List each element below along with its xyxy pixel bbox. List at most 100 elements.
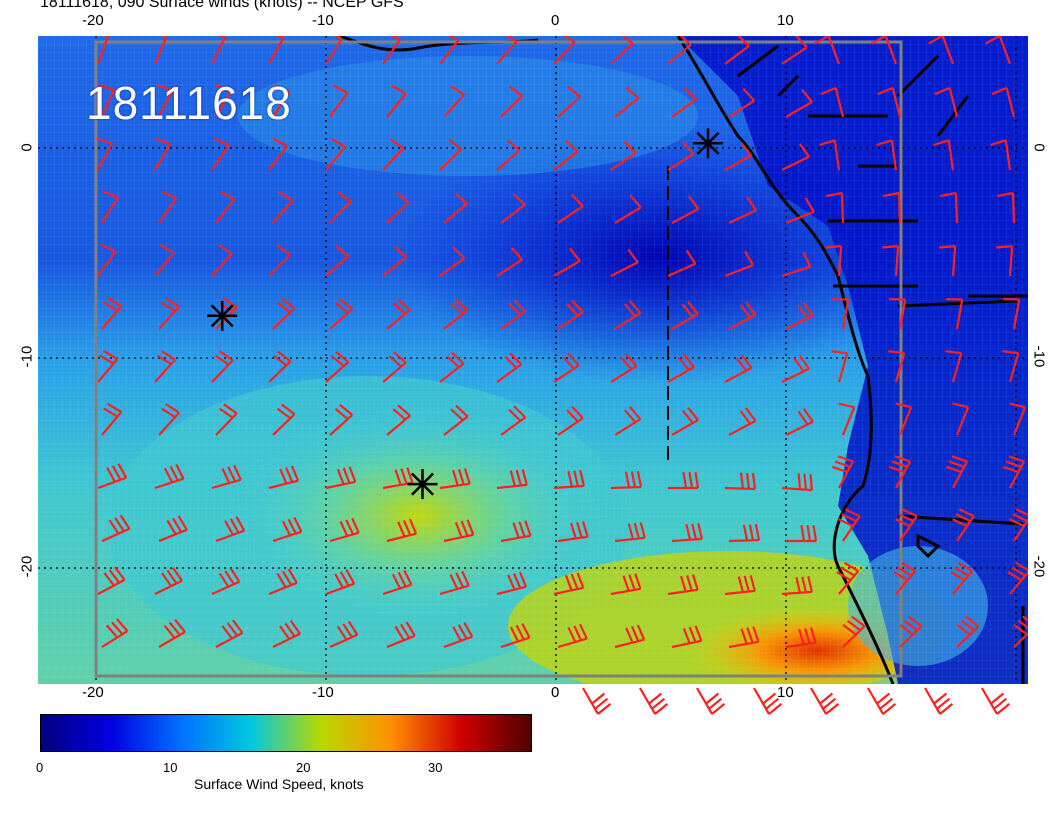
wind-barb [496, 139, 521, 171]
wind-barb [386, 298, 411, 330]
wind-barb [439, 351, 465, 383]
storm-marker [693, 128, 723, 159]
wind-barb [728, 196, 758, 224]
wind-barb [1009, 402, 1027, 436]
wind-barb [991, 86, 1016, 118]
wind-barb [724, 36, 750, 65]
wind-barb [439, 138, 463, 171]
wind-barb [671, 195, 700, 224]
wind-barb [614, 194, 642, 224]
wind-barb [268, 350, 292, 383]
wind-barb [553, 352, 580, 383]
wind-barb [1009, 508, 1028, 542]
wind-barb [215, 84, 232, 118]
wind-barb [832, 298, 850, 330]
wind-barb [443, 298, 469, 330]
wind-barb [386, 621, 416, 649]
colorbar-label: Surface Wind Speed, knots [194, 776, 364, 792]
wind-barb [325, 466, 357, 490]
wind-barb [553, 572, 585, 596]
wind-barb [211, 350, 234, 383]
wind-barb [895, 402, 913, 436]
wind-barb [610, 470, 643, 490]
wind-barb [496, 247, 524, 277]
wind-barb [268, 244, 291, 277]
wind-barb [781, 473, 813, 492]
wind-barb [889, 298, 907, 330]
lat-tick-left-2: -10 [18, 345, 36, 368]
storm-marker [407, 469, 438, 500]
wind-barb [877, 86, 902, 118]
lon-tick-top-1: -20 [82, 12, 104, 29]
wind-barb [211, 36, 227, 65]
wind-barb [668, 472, 700, 490]
wind-barb [728, 88, 756, 118]
lat-tick-right-2: -10 [1030, 345, 1048, 368]
wind-barb [724, 575, 756, 596]
wind-barb [500, 85, 523, 118]
wind-barb [888, 455, 912, 489]
wind-barb [899, 615, 923, 648]
wind-barb [610, 353, 638, 383]
wind-barb [154, 567, 183, 595]
wind-barb [158, 515, 188, 543]
wind-barb [614, 624, 646, 649]
wind-barb [671, 87, 698, 118]
wind-barb [781, 143, 810, 171]
wind-barb [329, 517, 360, 543]
wind-barb [386, 404, 411, 436]
wind-barb [786, 525, 818, 543]
wind-barb [325, 569, 356, 596]
wind-barb [329, 404, 354, 436]
wind-barb [500, 299, 527, 330]
wind-barb [101, 514, 131, 543]
wind-barb [211, 244, 233, 277]
wind-barb [443, 622, 474, 649]
wind-barb [215, 190, 236, 224]
wind-barb [272, 190, 294, 224]
wind-barb-outside [867, 687, 897, 715]
wind-barb [325, 36, 343, 65]
wind-map: 18111618 [38, 36, 1028, 684]
wind-barb [939, 245, 957, 277]
wind-barb-outside [696, 687, 726, 715]
wind-barb [154, 243, 175, 277]
wind-barb [97, 243, 117, 277]
wind-barb [557, 86, 582, 118]
colorbar-tick-20: 20 [296, 760, 311, 775]
colorbar-tick-30: 30 [428, 760, 443, 775]
wind-barb [443, 85, 465, 118]
wind-barb [842, 615, 866, 648]
wind-barb [272, 517, 303, 543]
wind-barb [831, 455, 855, 489]
wind-barb [154, 464, 185, 490]
wind-barb [500, 193, 526, 224]
wind-barb [439, 468, 471, 490]
wind-barb-outside [924, 687, 954, 715]
wind-barb [382, 36, 402, 65]
wind-barb-outside [981, 687, 1011, 715]
wind-barb [836, 561, 860, 595]
wind-barb [1002, 350, 1020, 383]
wind-barb [553, 36, 576, 65]
wind-barb [153, 36, 168, 65]
colorbar-tick-10: 10 [163, 760, 178, 775]
wind-barb [496, 571, 528, 596]
wind-barb [785, 88, 813, 118]
wind-barb [671, 523, 703, 543]
wind-barb [838, 508, 861, 542]
wind-barb [785, 627, 817, 649]
lat-tick-right-1: 0 [1030, 143, 1048, 152]
wind-barb [728, 407, 757, 436]
wind-barb [819, 139, 841, 171]
wind-barb [825, 191, 845, 224]
wind-barb [831, 350, 849, 383]
wind-barb [781, 36, 808, 65]
wind-barb-outside [582, 687, 612, 715]
wind-barb [667, 36, 692, 65]
wind-barb [1003, 298, 1021, 330]
wind-barb [614, 300, 642, 330]
wind-barb [610, 140, 637, 171]
wind-barb [272, 620, 301, 648]
